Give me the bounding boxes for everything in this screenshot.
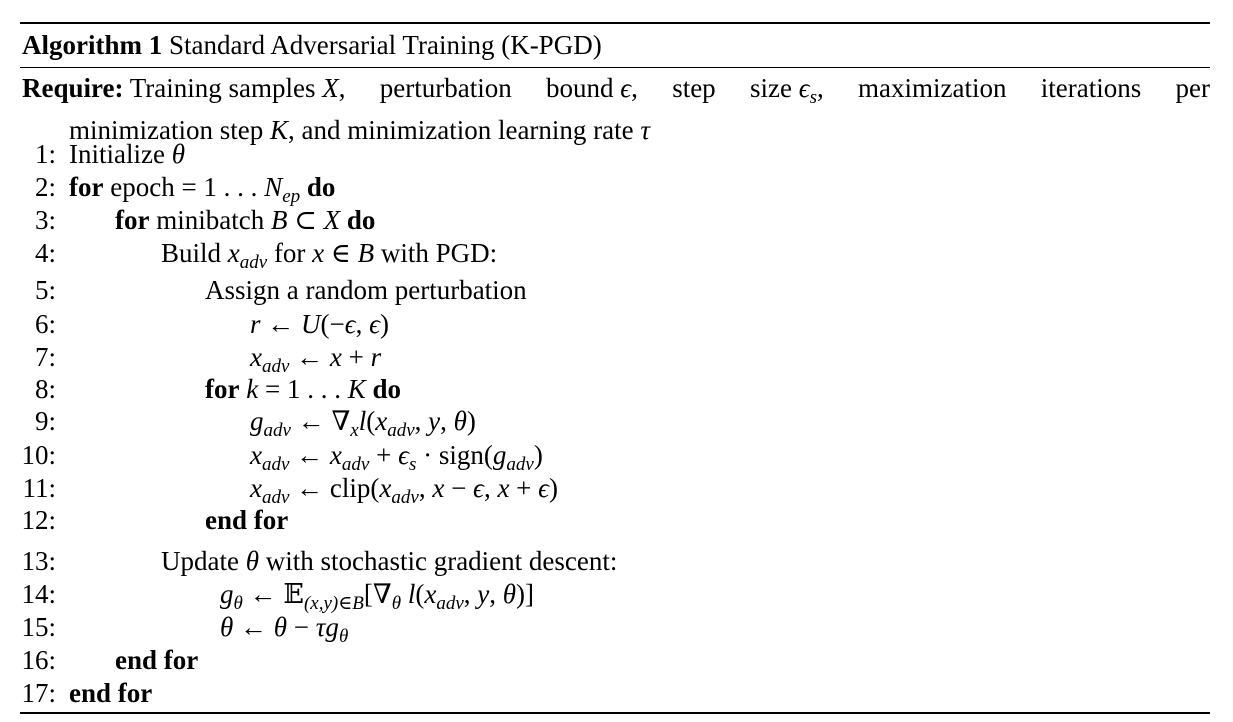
line-number: 5: <box>34 275 56 305</box>
line-text: end for <box>115 645 199 675</box>
line-text: end for <box>69 678 153 708</box>
line-number: 1: <box>34 139 56 169</box>
line-number: 11: <box>22 473 57 503</box>
require-label: Require: <box>22 73 124 103</box>
line-number: 6: <box>34 309 56 339</box>
line-number: 3: <box>34 205 56 235</box>
line-number: 14: <box>21 579 56 609</box>
line-number: 16: <box>21 645 56 675</box>
line-number: 7: <box>34 342 56 372</box>
line-text: Assign a random perturbation <box>205 275 527 305</box>
top-rule <box>20 22 1210 24</box>
line-number: 13: <box>21 546 56 576</box>
line-number: 15: <box>21 612 56 642</box>
require-line-2: minimization step K, and minimization le… <box>69 115 651 145</box>
algorithm-caption: Algorithm 1 Standard Adversarial Trainin… <box>22 28 602 62</box>
line-number: 10: <box>21 440 56 470</box>
algorithm-label: Algorithm 1 <box>22 30 163 60</box>
bottom-rule <box>20 712 1210 714</box>
line-number: 4: <box>34 238 56 268</box>
line-number: 12: <box>21 505 56 535</box>
algorithm-title: Standard Adversarial Training (K-PGD) <box>168 30 602 60</box>
require-line-1: Require: Training samples X, perturbatio… <box>22 73 1210 108</box>
line-number: 17: <box>21 678 56 708</box>
line-number: 2: <box>34 172 56 202</box>
require-block: Require: Training samples X, perturbatio… <box>22 72 1210 147</box>
line-number: 8: <box>34 374 56 404</box>
caption-rule <box>20 67 1210 68</box>
line-number: 9: <box>34 406 56 436</box>
line-text: end for <box>205 505 289 535</box>
